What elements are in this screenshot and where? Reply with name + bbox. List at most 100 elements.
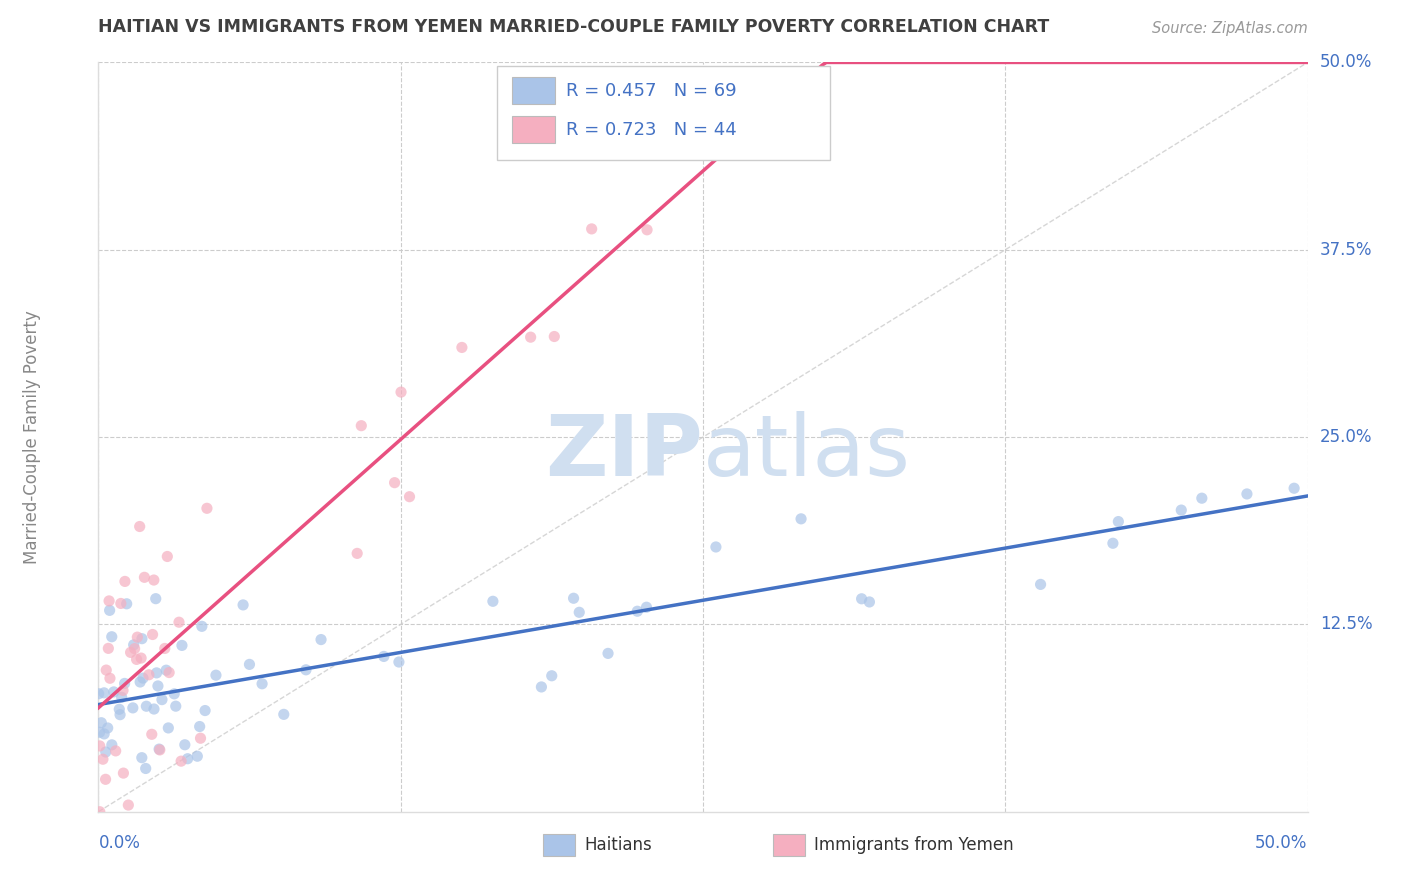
Point	[205, 668, 228, 682]
FancyBboxPatch shape	[773, 834, 804, 856]
Point	[111, 683, 134, 698]
Point	[121, 701, 143, 715]
Point	[398, 490, 420, 504]
Point	[98, 671, 121, 685]
Point	[96, 663, 118, 677]
Point	[156, 549, 179, 564]
Point	[1170, 503, 1192, 517]
FancyBboxPatch shape	[512, 116, 555, 144]
Point	[142, 573, 165, 587]
Point	[131, 632, 153, 646]
Point	[110, 597, 132, 611]
Text: 0.0%: 0.0%	[98, 834, 141, 852]
Point	[143, 702, 166, 716]
Point	[167, 615, 190, 630]
Point	[129, 651, 152, 665]
Point	[127, 630, 149, 644]
Point	[519, 330, 541, 344]
Text: ZIP: ZIP	[546, 410, 703, 493]
Point	[543, 329, 565, 343]
Point	[636, 223, 658, 237]
Text: R = 0.723   N = 44: R = 0.723 N = 44	[567, 121, 737, 139]
Point	[145, 665, 167, 680]
Point	[295, 663, 318, 677]
Point	[195, 501, 218, 516]
Point	[1191, 491, 1213, 506]
Point	[125, 652, 148, 666]
Point	[176, 752, 198, 766]
Point	[131, 750, 153, 764]
Point	[138, 667, 160, 681]
Point	[148, 742, 170, 756]
Point	[155, 663, 177, 677]
Point	[89, 739, 111, 753]
Point	[108, 702, 131, 716]
Point	[540, 669, 562, 683]
Point	[89, 725, 111, 739]
Point	[1102, 536, 1125, 550]
Point	[141, 727, 163, 741]
Point	[530, 680, 553, 694]
Point	[1107, 515, 1129, 529]
Point	[146, 679, 169, 693]
Point	[97, 721, 120, 735]
Point	[250, 677, 273, 691]
Point	[91, 752, 114, 766]
Point	[482, 594, 505, 608]
Point	[142, 627, 165, 641]
Point	[94, 745, 117, 759]
Point	[346, 546, 368, 560]
Point	[170, 639, 193, 653]
Point	[145, 591, 167, 606]
Point	[350, 418, 373, 433]
Point	[150, 692, 173, 706]
Point	[389, 385, 412, 400]
Point	[851, 591, 873, 606]
Point	[194, 704, 217, 718]
Point	[135, 699, 157, 714]
Point	[636, 600, 658, 615]
Point	[388, 655, 411, 669]
Point	[90, 715, 112, 730]
Point	[128, 519, 150, 533]
Point	[170, 754, 193, 768]
Text: Haitians: Haitians	[585, 837, 652, 855]
Point	[1236, 487, 1258, 501]
Text: HAITIAN VS IMMIGRANTS FROM YEMEN MARRIED-COUPLE FAMILY POVERTY CORRELATION CHART: HAITIAN VS IMMIGRANTS FROM YEMEN MARRIED…	[98, 18, 1050, 37]
Point	[157, 665, 180, 680]
FancyBboxPatch shape	[512, 78, 555, 104]
Point	[373, 649, 395, 664]
Point	[103, 685, 125, 699]
Point	[273, 707, 295, 722]
Point	[163, 687, 186, 701]
Point	[104, 744, 127, 758]
Point	[93, 686, 115, 700]
Text: Married-Couple Family Poverty: Married-Couple Family Poverty	[22, 310, 41, 564]
Point	[132, 671, 155, 685]
Point	[114, 574, 136, 589]
Point	[114, 676, 136, 690]
Point	[1029, 577, 1052, 591]
Point	[232, 598, 254, 612]
Point	[94, 772, 117, 787]
Text: Source: ZipAtlas.com: Source: ZipAtlas.com	[1152, 21, 1308, 37]
Point	[751, 90, 773, 104]
Point	[89, 805, 111, 819]
Point	[98, 594, 121, 608]
Text: 25.0%: 25.0%	[1320, 428, 1372, 446]
Point	[173, 738, 195, 752]
Point	[451, 341, 474, 355]
Point	[1282, 481, 1305, 495]
Point	[108, 707, 131, 722]
Point	[190, 731, 212, 746]
Point	[98, 603, 121, 617]
Text: 50.0%: 50.0%	[1256, 834, 1308, 852]
FancyBboxPatch shape	[498, 66, 830, 160]
Text: 37.5%: 37.5%	[1320, 241, 1372, 259]
Point	[165, 699, 187, 714]
Point	[562, 591, 585, 606]
Point	[122, 638, 145, 652]
Point	[124, 641, 146, 656]
Point	[97, 641, 120, 656]
Point	[309, 632, 332, 647]
